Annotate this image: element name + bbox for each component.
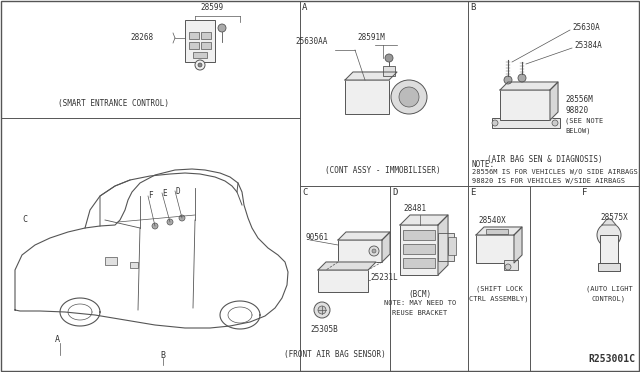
Text: (SMART ENTRANCE CONTROL): (SMART ENTRANCE CONTROL) [58, 99, 168, 108]
Circle shape [372, 249, 376, 253]
Text: C: C [22, 215, 27, 224]
Text: NOTE:: NOTE: [472, 160, 495, 169]
Circle shape [218, 24, 226, 32]
Polygon shape [514, 227, 522, 263]
Polygon shape [602, 219, 616, 225]
Bar [105, 257, 117, 265]
Bar [438, 233, 454, 261]
Text: D: D [392, 188, 397, 197]
Circle shape [195, 60, 205, 70]
Text: 28599: 28599 [200, 3, 223, 12]
Circle shape [385, 54, 393, 62]
Text: REUSE BRACKET: REUSE BRACKET [392, 310, 447, 316]
Bar [185, 20, 215, 62]
Circle shape [152, 223, 158, 229]
Text: (SEE NOTE: (SEE NOTE [565, 118, 604, 125]
Text: E: E [470, 188, 476, 197]
Bar [403, 258, 435, 268]
Polygon shape [345, 72, 397, 80]
Bar [476, 235, 514, 263]
Bar [400, 225, 438, 275]
Text: D: D [175, 186, 180, 196]
Bar [201, 42, 211, 49]
Bar [486, 229, 508, 234]
Bar [403, 230, 435, 240]
Bar [598, 263, 620, 271]
Circle shape [198, 63, 202, 67]
Text: 28540X: 28540X [478, 216, 506, 225]
Circle shape [314, 302, 330, 318]
Circle shape [505, 264, 511, 270]
Ellipse shape [391, 80, 427, 114]
Bar [383, 66, 395, 76]
Circle shape [504, 76, 512, 84]
Polygon shape [318, 262, 376, 270]
Circle shape [318, 306, 326, 314]
Text: 90561: 90561 [306, 234, 329, 243]
Text: (AUTO LIGHT: (AUTO LIGHT [586, 285, 632, 292]
Polygon shape [476, 227, 522, 235]
Bar [504, 260, 518, 270]
Text: 28556M IS FOR VEHICLES W/O SIDE AIRBAGS: 28556M IS FOR VEHICLES W/O SIDE AIRBAGS [472, 169, 637, 175]
Circle shape [492, 120, 498, 126]
Bar [130, 262, 138, 268]
Polygon shape [400, 215, 448, 225]
Text: (AIR BAG SEN & DIAGNOSIS): (AIR BAG SEN & DIAGNOSIS) [487, 155, 603, 164]
Text: (FRONT AIR BAG SENSOR): (FRONT AIR BAG SENSOR) [284, 350, 386, 359]
Text: R253001C: R253001C [588, 354, 635, 364]
Bar [500, 90, 550, 120]
Text: CONTROL): CONTROL) [592, 295, 626, 301]
Circle shape [167, 219, 173, 225]
Bar [318, 270, 368, 292]
Text: 28591M: 28591M [357, 33, 385, 42]
Text: (BCM): (BCM) [408, 290, 431, 299]
Text: 25384A: 25384A [574, 42, 602, 51]
Text: 98820: 98820 [565, 106, 588, 115]
Polygon shape [550, 82, 558, 120]
Bar [600, 235, 618, 263]
Bar [492, 118, 560, 128]
Text: 25630A: 25630A [572, 23, 600, 32]
Text: B: B [470, 3, 476, 12]
Text: F: F [148, 192, 152, 201]
Polygon shape [500, 82, 558, 90]
Circle shape [518, 74, 526, 82]
Text: B: B [160, 350, 165, 359]
Bar [201, 32, 211, 39]
Text: 25630AA: 25630AA [295, 38, 328, 46]
Bar [193, 52, 207, 58]
Text: A: A [302, 3, 307, 12]
Polygon shape [382, 232, 390, 262]
Text: F: F [582, 188, 588, 197]
Circle shape [552, 120, 558, 126]
Circle shape [369, 246, 379, 256]
Bar [189, 42, 199, 49]
Text: E: E [162, 189, 166, 198]
Text: BELOW): BELOW) [565, 128, 591, 135]
Circle shape [597, 223, 621, 247]
Bar [448, 237, 456, 255]
Text: 25305B: 25305B [310, 325, 338, 334]
Polygon shape [338, 232, 390, 240]
Text: 25231L: 25231L [370, 273, 397, 282]
Text: 28556M: 28556M [565, 95, 593, 104]
Text: (CONT ASSY - IMMOBILISER): (CONT ASSY - IMMOBILISER) [325, 166, 441, 175]
Text: A: A [55, 336, 60, 344]
Bar [189, 32, 199, 39]
Bar [338, 240, 382, 262]
Text: 28575X: 28575X [600, 213, 628, 222]
Polygon shape [438, 215, 448, 275]
Text: NOTE: MAY NEED TO: NOTE: MAY NEED TO [384, 300, 456, 306]
Text: 28268: 28268 [130, 33, 153, 42]
Ellipse shape [399, 87, 419, 107]
Bar [403, 244, 435, 254]
Text: C: C [302, 188, 307, 197]
Bar [345, 80, 389, 114]
Text: CTRL ASSEMBLY): CTRL ASSEMBLY) [469, 295, 529, 301]
Text: (SHIFT LOCK: (SHIFT LOCK [476, 285, 522, 292]
Text: 28481: 28481 [403, 204, 427, 213]
Text: 98820 IS FOR VEHICLES W/SIDE AIRBAGS: 98820 IS FOR VEHICLES W/SIDE AIRBAGS [472, 178, 625, 184]
Circle shape [179, 215, 185, 221]
